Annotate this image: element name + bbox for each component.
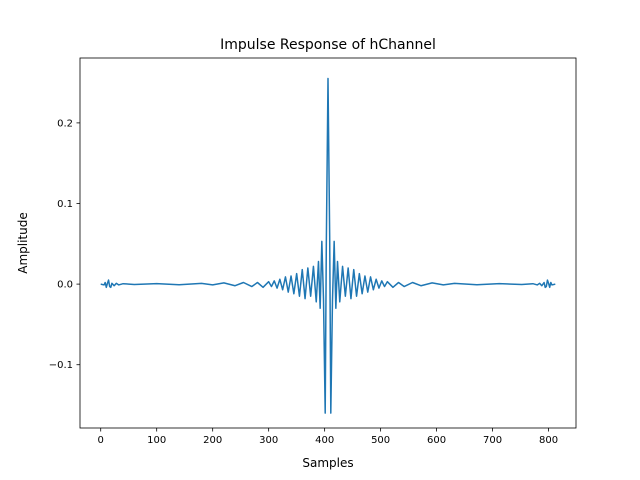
- x-tick-label: 0: [98, 435, 104, 446]
- x-tick-label: 100: [147, 435, 166, 446]
- x-tick-label: 500: [371, 435, 390, 446]
- y-tick-label: −0.1: [49, 360, 73, 371]
- chart-title: Impulse Response of hChannel: [220, 37, 436, 53]
- series-layer: [100, 77, 556, 414]
- y-tick-label: 0.2: [57, 118, 73, 129]
- x-tick-label: 200: [203, 435, 222, 446]
- x-tick-label: 600: [427, 435, 446, 446]
- x-tick-label: 400: [315, 435, 334, 446]
- x-tick-label: 700: [483, 435, 502, 446]
- x-axis-label: Samples: [302, 456, 353, 470]
- y-axis-label: Amplitude: [16, 212, 30, 274]
- y-tick-label: 0.1: [57, 199, 73, 210]
- x-tick-label: 800: [539, 435, 558, 446]
- series-line-0: [100, 77, 556, 414]
- ticks-layer: 0 100 200 300 400 500 600 700 800 −0.1 0.0 0.1 0.2: [49, 118, 558, 446]
- x-tick-label: 300: [259, 435, 278, 446]
- y-tick-label: 0.0: [57, 280, 73, 291]
- plot-frame: [79, 57, 577, 429]
